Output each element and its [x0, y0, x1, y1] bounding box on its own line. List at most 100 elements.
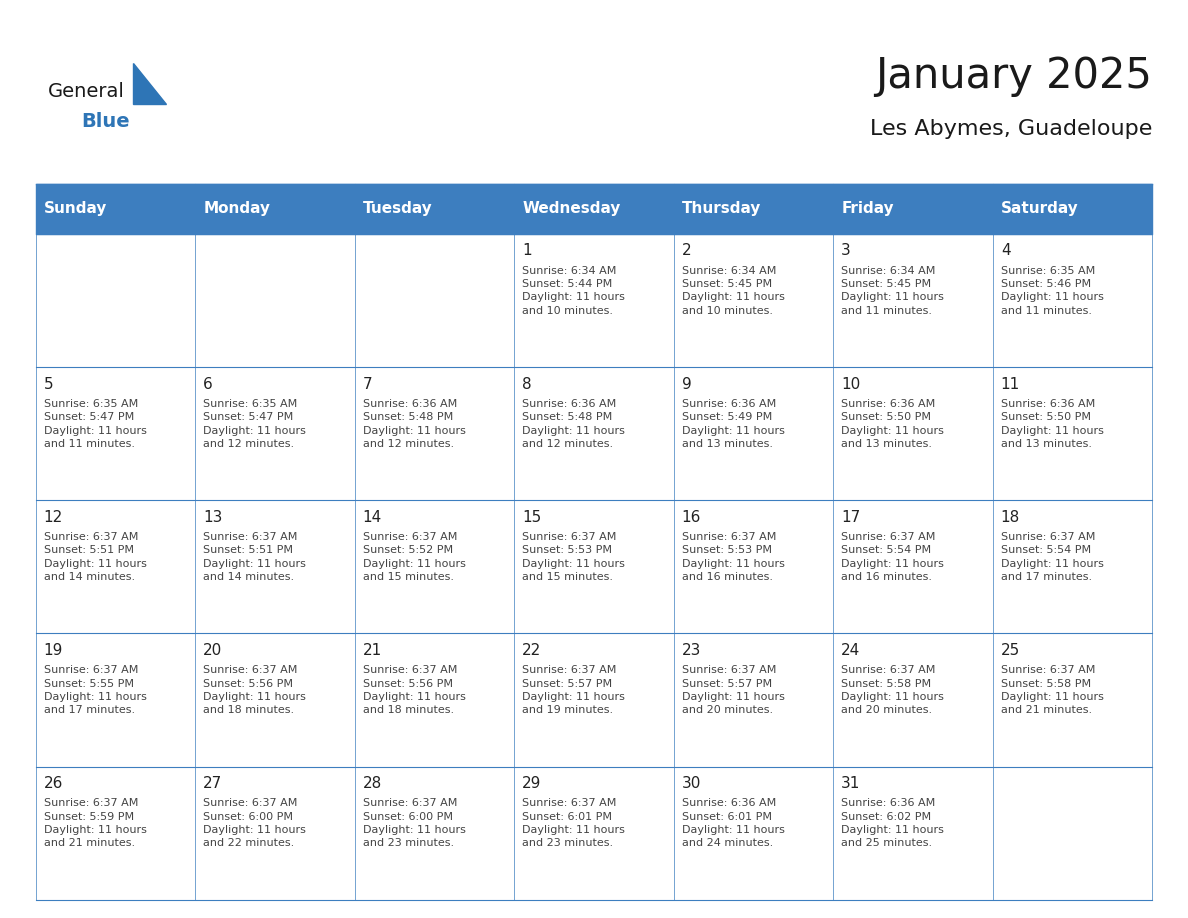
Text: 24: 24	[841, 643, 860, 657]
Text: Thursday: Thursday	[682, 201, 762, 217]
Bar	[195, 767, 355, 900]
Bar	[514, 367, 674, 500]
Text: Sunrise: 6:37 AM
Sunset: 5:51 PM
Daylight: 11 hours
and 14 minutes.: Sunrise: 6:37 AM Sunset: 5:51 PM Dayligh…	[203, 532, 307, 582]
Text: 12: 12	[44, 509, 63, 524]
Text: Sunrise: 6:36 AM
Sunset: 5:49 PM
Daylight: 11 hours
and 13 minutes.: Sunrise: 6:36 AM Sunset: 5:49 PM Dayligh…	[682, 399, 784, 449]
Text: General: General	[48, 83, 125, 101]
Text: 25: 25	[1000, 643, 1020, 657]
Text: 30: 30	[682, 776, 701, 790]
Bar	[355, 367, 514, 500]
Text: Sunrise: 6:37 AM
Sunset: 5:53 PM
Daylight: 11 hours
and 16 minutes.: Sunrise: 6:37 AM Sunset: 5:53 PM Dayligh…	[682, 532, 784, 582]
Bar	[514, 500, 674, 633]
Bar	[514, 234, 674, 367]
Text: Sunrise: 6:36 AM
Sunset: 6:02 PM
Daylight: 11 hours
and 25 minutes.: Sunrise: 6:36 AM Sunset: 6:02 PM Dayligh…	[841, 799, 944, 848]
Text: Sunrise: 6:37 AM
Sunset: 5:54 PM
Daylight: 11 hours
and 17 minutes.: Sunrise: 6:37 AM Sunset: 5:54 PM Dayligh…	[1000, 532, 1104, 582]
Text: 17: 17	[841, 509, 860, 524]
Text: 21: 21	[362, 643, 381, 657]
Text: Sunrise: 6:34 AM
Sunset: 5:44 PM
Daylight: 11 hours
and 10 minutes.: Sunrise: 6:34 AM Sunset: 5:44 PM Dayligh…	[523, 266, 625, 316]
Bar	[833, 767, 993, 900]
Text: Sunrise: 6:37 AM
Sunset: 5:58 PM
Daylight: 11 hours
and 20 minutes.: Sunrise: 6:37 AM Sunset: 5:58 PM Dayligh…	[841, 666, 944, 715]
Bar	[355, 500, 514, 633]
Text: 7: 7	[362, 376, 372, 391]
Bar	[993, 767, 1152, 900]
Bar	[674, 367, 833, 500]
Bar	[674, 184, 833, 234]
Text: 8: 8	[523, 376, 532, 391]
Text: Sunrise: 6:35 AM
Sunset: 5:46 PM
Daylight: 11 hours
and 11 minutes.: Sunrise: 6:35 AM Sunset: 5:46 PM Dayligh…	[1000, 266, 1104, 316]
Text: 6: 6	[203, 376, 213, 391]
Text: Friday: Friday	[841, 201, 893, 217]
Bar	[36, 367, 195, 500]
Bar	[833, 367, 993, 500]
Text: Sunrise: 6:37 AM
Sunset: 6:00 PM
Daylight: 11 hours
and 22 minutes.: Sunrise: 6:37 AM Sunset: 6:00 PM Dayligh…	[203, 799, 307, 848]
Text: 9: 9	[682, 376, 691, 391]
Text: 13: 13	[203, 509, 222, 524]
Text: Sunrise: 6:36 AM
Sunset: 6:01 PM
Daylight: 11 hours
and 24 minutes.: Sunrise: 6:36 AM Sunset: 6:01 PM Dayligh…	[682, 799, 784, 848]
Text: Sunrise: 6:37 AM
Sunset: 5:55 PM
Daylight: 11 hours
and 17 minutes.: Sunrise: 6:37 AM Sunset: 5:55 PM Dayligh…	[44, 666, 146, 715]
Bar	[355, 234, 514, 367]
Bar	[674, 500, 833, 633]
Text: Sunrise: 6:37 AM
Sunset: 5:52 PM
Daylight: 11 hours
and 15 minutes.: Sunrise: 6:37 AM Sunset: 5:52 PM Dayligh…	[362, 532, 466, 582]
Text: Les Abymes, Guadeloupe: Les Abymes, Guadeloupe	[870, 119, 1152, 140]
Text: Blue: Blue	[81, 112, 129, 130]
Text: Sunrise: 6:35 AM
Sunset: 5:47 PM
Daylight: 11 hours
and 12 minutes.: Sunrise: 6:35 AM Sunset: 5:47 PM Dayligh…	[203, 399, 307, 449]
Bar	[195, 234, 355, 367]
Text: Monday: Monday	[203, 201, 270, 217]
Text: 22: 22	[523, 643, 542, 657]
Text: January 2025: January 2025	[876, 55, 1152, 97]
Text: 11: 11	[1000, 376, 1020, 391]
Bar	[195, 184, 355, 234]
Bar	[36, 633, 195, 767]
Text: Sunrise: 6:36 AM
Sunset: 5:48 PM
Daylight: 11 hours
and 12 minutes.: Sunrise: 6:36 AM Sunset: 5:48 PM Dayligh…	[362, 399, 466, 449]
Bar	[993, 500, 1152, 633]
Text: 18: 18	[1000, 509, 1020, 524]
Text: Sunrise: 6:37 AM
Sunset: 5:56 PM
Daylight: 11 hours
and 18 minutes.: Sunrise: 6:37 AM Sunset: 5:56 PM Dayligh…	[203, 666, 307, 715]
Polygon shape	[133, 63, 166, 104]
Text: 29: 29	[523, 776, 542, 790]
Text: 31: 31	[841, 776, 860, 790]
Bar	[514, 767, 674, 900]
Text: 1: 1	[523, 243, 532, 258]
Text: 27: 27	[203, 776, 222, 790]
Text: Sunrise: 6:37 AM
Sunset: 5:53 PM
Daylight: 11 hours
and 15 minutes.: Sunrise: 6:37 AM Sunset: 5:53 PM Dayligh…	[523, 532, 625, 582]
Text: Sunrise: 6:34 AM
Sunset: 5:45 PM
Daylight: 11 hours
and 10 minutes.: Sunrise: 6:34 AM Sunset: 5:45 PM Dayligh…	[682, 266, 784, 316]
Bar	[833, 184, 993, 234]
Text: 16: 16	[682, 509, 701, 524]
Text: 14: 14	[362, 509, 381, 524]
Text: Tuesday: Tuesday	[362, 201, 432, 217]
Text: Sunrise: 6:37 AM
Sunset: 6:01 PM
Daylight: 11 hours
and 23 minutes.: Sunrise: 6:37 AM Sunset: 6:01 PM Dayligh…	[523, 799, 625, 848]
Text: Sunrise: 6:37 AM
Sunset: 5:57 PM
Daylight: 11 hours
and 20 minutes.: Sunrise: 6:37 AM Sunset: 5:57 PM Dayligh…	[682, 666, 784, 715]
Bar	[355, 633, 514, 767]
Text: 20: 20	[203, 643, 222, 657]
Bar	[993, 367, 1152, 500]
Text: 2: 2	[682, 243, 691, 258]
Text: Wednesday: Wednesday	[523, 201, 620, 217]
Bar	[36, 500, 195, 633]
Bar	[993, 234, 1152, 367]
Text: Sunrise: 6:37 AM
Sunset: 5:59 PM
Daylight: 11 hours
and 21 minutes.: Sunrise: 6:37 AM Sunset: 5:59 PM Dayligh…	[44, 799, 146, 848]
Bar	[833, 500, 993, 633]
Bar	[514, 184, 674, 234]
Text: Sunrise: 6:37 AM
Sunset: 5:57 PM
Daylight: 11 hours
and 19 minutes.: Sunrise: 6:37 AM Sunset: 5:57 PM Dayligh…	[523, 666, 625, 715]
Text: Sunrise: 6:36 AM
Sunset: 5:48 PM
Daylight: 11 hours
and 12 minutes.: Sunrise: 6:36 AM Sunset: 5:48 PM Dayligh…	[523, 399, 625, 449]
Bar	[36, 767, 195, 900]
Bar	[195, 367, 355, 500]
Text: Sunrise: 6:35 AM
Sunset: 5:47 PM
Daylight: 11 hours
and 11 minutes.: Sunrise: 6:35 AM Sunset: 5:47 PM Dayligh…	[44, 399, 146, 449]
Text: Saturday: Saturday	[1000, 201, 1079, 217]
Text: Sunday: Sunday	[44, 201, 107, 217]
Text: Sunrise: 6:37 AM
Sunset: 5:54 PM
Daylight: 11 hours
and 16 minutes.: Sunrise: 6:37 AM Sunset: 5:54 PM Dayligh…	[841, 532, 944, 582]
Bar	[674, 234, 833, 367]
Text: Sunrise: 6:36 AM
Sunset: 5:50 PM
Daylight: 11 hours
and 13 minutes.: Sunrise: 6:36 AM Sunset: 5:50 PM Dayligh…	[841, 399, 944, 449]
Text: 15: 15	[523, 509, 542, 524]
Text: Sunrise: 6:37 AM
Sunset: 6:00 PM
Daylight: 11 hours
and 23 minutes.: Sunrise: 6:37 AM Sunset: 6:00 PM Dayligh…	[362, 799, 466, 848]
Bar	[833, 633, 993, 767]
Text: 5: 5	[44, 376, 53, 391]
Bar	[674, 767, 833, 900]
Bar	[993, 633, 1152, 767]
Text: Sunrise: 6:34 AM
Sunset: 5:45 PM
Daylight: 11 hours
and 11 minutes.: Sunrise: 6:34 AM Sunset: 5:45 PM Dayligh…	[841, 266, 944, 316]
Text: 19: 19	[44, 643, 63, 657]
Bar	[36, 234, 195, 367]
Bar	[195, 633, 355, 767]
Text: 3: 3	[841, 243, 851, 258]
Text: 26: 26	[44, 776, 63, 790]
